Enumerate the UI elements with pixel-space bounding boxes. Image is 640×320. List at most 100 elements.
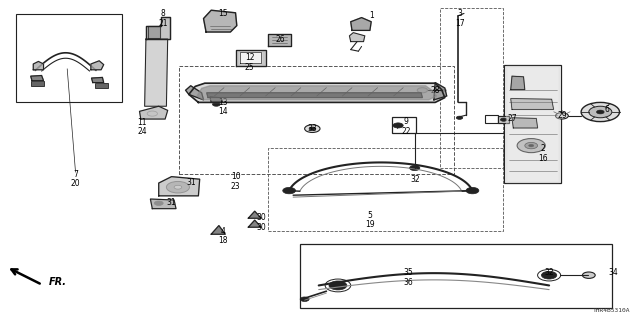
Text: 1: 1: [369, 12, 374, 20]
Polygon shape: [159, 177, 200, 196]
Circle shape: [329, 281, 347, 290]
Polygon shape: [268, 34, 291, 46]
Bar: [31, 81, 44, 86]
Text: 25: 25: [244, 63, 255, 72]
Polygon shape: [204, 10, 237, 32]
Circle shape: [529, 144, 534, 147]
Text: 6: 6: [604, 105, 609, 114]
Text: 23: 23: [230, 182, 241, 191]
Bar: [268, 148, 503, 231]
Text: 27: 27: [507, 114, 517, 123]
Text: 13: 13: [218, 98, 228, 107]
Text: 35: 35: [403, 268, 413, 277]
Bar: [498, 116, 509, 123]
Text: 18: 18: [218, 236, 227, 245]
Text: FR.: FR.: [49, 277, 67, 287]
Polygon shape: [145, 39, 168, 106]
Text: 10: 10: [230, 172, 241, 181]
Text: 2: 2: [540, 144, 545, 153]
Circle shape: [147, 111, 157, 116]
Text: 20: 20: [70, 180, 81, 188]
Text: 32: 32: [544, 268, 554, 277]
Text: THR4B5310A: THR4B5310A: [593, 308, 630, 313]
Circle shape: [596, 110, 604, 114]
Bar: [179, 66, 454, 174]
Polygon shape: [211, 226, 225, 234]
Polygon shape: [150, 199, 176, 209]
Text: 17: 17: [454, 19, 465, 28]
Text: 4: 4: [220, 227, 225, 236]
Circle shape: [581, 102, 620, 122]
Text: 22: 22: [402, 127, 411, 136]
Bar: [392, 117, 416, 133]
Bar: [300, 244, 612, 308]
Bar: [485, 115, 498, 123]
Text: 5: 5: [367, 211, 372, 220]
Polygon shape: [31, 76, 44, 81]
Circle shape: [582, 272, 595, 278]
Circle shape: [154, 201, 163, 205]
Circle shape: [410, 165, 420, 171]
Polygon shape: [434, 83, 447, 100]
Text: 21: 21: [159, 19, 168, 28]
Polygon shape: [506, 66, 559, 182]
Text: 12: 12: [245, 53, 254, 62]
Text: 30: 30: [256, 223, 266, 232]
Polygon shape: [207, 93, 422, 98]
Polygon shape: [511, 76, 525, 90]
Text: 8: 8: [161, 9, 166, 18]
Text: 29: 29: [557, 111, 567, 120]
Bar: [95, 83, 108, 88]
Text: 7: 7: [73, 170, 78, 179]
Polygon shape: [140, 106, 168, 119]
Polygon shape: [91, 61, 104, 70]
Polygon shape: [189, 83, 445, 102]
Polygon shape: [146, 17, 170, 39]
Text: 11: 11: [138, 118, 147, 127]
Circle shape: [417, 88, 428, 93]
Text: 36: 36: [403, 278, 413, 287]
Circle shape: [441, 89, 446, 92]
Text: 9: 9: [404, 117, 409, 126]
Text: 15: 15: [218, 9, 228, 18]
Circle shape: [305, 125, 320, 132]
Polygon shape: [248, 211, 261, 218]
Polygon shape: [33, 61, 44, 70]
Polygon shape: [511, 99, 554, 109]
Circle shape: [525, 142, 538, 149]
Polygon shape: [349, 33, 365, 42]
Text: 30: 30: [256, 213, 266, 222]
Text: 32: 32: [410, 175, 420, 184]
Text: 3: 3: [457, 9, 462, 18]
Bar: [440, 8, 503, 168]
Text: 24: 24: [137, 127, 147, 136]
Polygon shape: [92, 77, 104, 83]
Circle shape: [300, 297, 309, 301]
Circle shape: [556, 113, 568, 119]
Polygon shape: [186, 86, 204, 100]
Polygon shape: [240, 52, 261, 63]
Circle shape: [283, 188, 296, 194]
Circle shape: [589, 106, 612, 118]
Circle shape: [393, 123, 403, 128]
Circle shape: [166, 181, 189, 193]
Polygon shape: [351, 18, 371, 30]
Text: 31: 31: [166, 198, 177, 207]
Circle shape: [466, 188, 479, 194]
Text: 19: 19: [365, 220, 375, 229]
Text: 33: 33: [307, 124, 317, 133]
Text: 28: 28: [431, 86, 440, 95]
Circle shape: [541, 271, 557, 279]
Text: 34: 34: [608, 268, 618, 277]
Circle shape: [212, 102, 220, 106]
Text: 31: 31: [186, 178, 196, 187]
Polygon shape: [148, 26, 160, 38]
Polygon shape: [210, 97, 223, 102]
Bar: [16, 14, 122, 102]
Bar: [504, 65, 561, 183]
Polygon shape: [248, 220, 261, 227]
Circle shape: [456, 116, 463, 119]
Polygon shape: [236, 50, 266, 66]
Polygon shape: [512, 118, 538, 128]
Circle shape: [309, 127, 316, 130]
